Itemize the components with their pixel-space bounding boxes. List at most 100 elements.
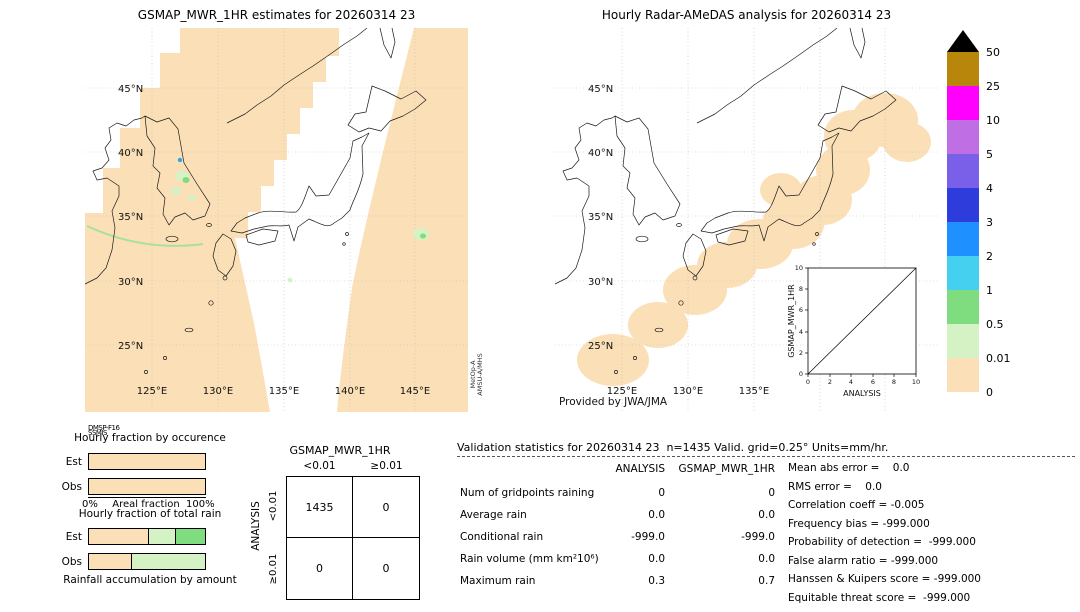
coastlines bbox=[554, 27, 897, 374]
totalrain-chart-footer: Rainfall accumulation by amount bbox=[63, 574, 237, 586]
colorbar-segment bbox=[947, 358, 979, 392]
inset-y-tick: 4 bbox=[799, 328, 803, 336]
lat-label: 40°N bbox=[118, 148, 143, 159]
bar-segment bbox=[89, 529, 149, 544]
sensor-list-overlay: DMSP-F16 SSMIS bbox=[88, 425, 120, 437]
bar-segment bbox=[174, 529, 205, 544]
contingency-cell: 1435 bbox=[287, 477, 353, 538]
bar-segment bbox=[89, 479, 205, 494]
occurrence-chart-title: Hourly fraction by occurence bbox=[74, 432, 226, 444]
metric-line: Mean abs error = 0.0 bbox=[788, 462, 910, 474]
colorbar-segment bbox=[947, 188, 979, 222]
inset-x-tick: 10 bbox=[912, 378, 920, 386]
stats-value: 0.0 bbox=[648, 553, 665, 565]
radar-rain-area bbox=[577, 93, 931, 386]
inset-y-tick: 6 bbox=[799, 306, 803, 314]
lat-label: 35°N bbox=[118, 212, 143, 223]
contingency-axis-label: ANALYSIS bbox=[250, 501, 262, 551]
stats-value: -999.0 bbox=[631, 531, 665, 543]
bar-segment bbox=[148, 529, 175, 544]
lon-label: 140°E bbox=[335, 386, 365, 397]
lon-label: 145°E bbox=[400, 386, 430, 397]
metric-line: Probability of detection = -999.000 bbox=[788, 536, 976, 548]
stats-value: 0.7 bbox=[758, 575, 775, 587]
colorbar-overflow-triangle bbox=[947, 30, 979, 52]
colorbar-segment bbox=[947, 52, 979, 86]
rain-cells bbox=[86, 157, 429, 283]
inset-x-tick: 6 bbox=[871, 378, 875, 386]
row-label-est: Est bbox=[65, 531, 82, 543]
contingency-cell: 0 bbox=[382, 562, 390, 575]
row-label-obs: Obs bbox=[61, 481, 82, 493]
lon-label: 130°E bbox=[203, 386, 233, 397]
lat-label: 35°N bbox=[588, 212, 613, 223]
left-map: 45°N 40°N 35°N 30°N 25°N 125°E 130°E 135… bbox=[84, 27, 468, 412]
lat-label: 25°N bbox=[588, 341, 613, 352]
metric-line: RMS error = 0.0 bbox=[788, 480, 882, 493]
inset-y-axis-label: GSMAP_MWR_1HR bbox=[787, 284, 796, 358]
inset-y-tick: 10 bbox=[795, 264, 803, 272]
inset-y-tick: 2 bbox=[799, 349, 803, 357]
colorbar-tick: 0 bbox=[986, 386, 993, 399]
occurrence-axis bbox=[88, 497, 206, 498]
inset-x-tick: 8 bbox=[892, 378, 896, 386]
lat-label: 25°N bbox=[118, 341, 143, 352]
inset-x-tick: 0 bbox=[806, 378, 810, 386]
totalrain-bar-est bbox=[88, 528, 206, 545]
colorbar-tick: 1 bbox=[986, 284, 993, 297]
contingency-cell: 0 bbox=[353, 477, 419, 538]
colorbar-tick: 50 bbox=[986, 46, 1000, 59]
stats-header: Validation statistics for 20260314 23 n=… bbox=[457, 441, 889, 454]
stats-value: 0 bbox=[768, 487, 775, 499]
left-map-title: GSMAP_MWR_1HR estimates for 20260314 23 bbox=[137, 8, 416, 22]
stats-value: 0 bbox=[658, 487, 665, 499]
colorbar-tick: 2 bbox=[986, 250, 993, 263]
stats-value: 0.0 bbox=[648, 509, 665, 521]
inset-y-tick: 0 bbox=[799, 370, 803, 378]
credit-text: Provided by JWA/JMA bbox=[559, 396, 668, 408]
stats-col-header-gsmap: GSMAP_MWR_1HR bbox=[678, 463, 775, 475]
inset-scatter-plot: 0 2 4 6 8 10 0 2 4 6 8 10 ANALYSIS GSMAP… bbox=[787, 264, 920, 398]
axis-min-label: 0% bbox=[82, 499, 98, 510]
bar-segment bbox=[89, 454, 205, 469]
lat-label: 45°N bbox=[588, 84, 613, 95]
right-map: 45°N 40°N 35°N 30°N 25°N 125°E 130°E 135… bbox=[554, 27, 938, 412]
right-map-title: Hourly Radar-AMeDAS analysis for 2026031… bbox=[601, 8, 892, 22]
colorbar-tick: 4 bbox=[986, 182, 993, 195]
lon-label: 135°E bbox=[739, 386, 769, 397]
lon-label: 130°E bbox=[673, 386, 703, 397]
stats-value: -999.0 bbox=[741, 531, 775, 543]
colorbar-segment bbox=[947, 256, 979, 290]
contingency-table: 1435 0 0 0 bbox=[286, 476, 420, 600]
lat-label: 30°N bbox=[118, 277, 143, 288]
colorbar-tick: 5 bbox=[986, 148, 993, 161]
stats-row-label: Conditional rain bbox=[460, 531, 544, 543]
colorbar-tick: 0.01 bbox=[986, 352, 1011, 365]
stats-value: 0.3 bbox=[648, 575, 665, 587]
metric-line: Equitable threat score = -999.000 bbox=[788, 591, 971, 604]
lon-label: 135°E bbox=[269, 386, 299, 397]
swath-gap bbox=[235, 28, 414, 412]
colorbar-segment bbox=[947, 324, 979, 358]
occurrence-bar-obs bbox=[88, 478, 206, 495]
colorbar-segment bbox=[947, 290, 979, 324]
lat-label: 30°N bbox=[588, 277, 613, 288]
contingency-row-header: ≥0.01 bbox=[268, 553, 279, 585]
stats-value: 0.0 bbox=[758, 553, 775, 565]
stats-row-label: Average rain bbox=[460, 509, 527, 521]
axis-max-label: 100% bbox=[186, 499, 215, 510]
metric-line: False alarm ratio = -999.000 bbox=[788, 554, 939, 567]
no-data-corner bbox=[85, 28, 180, 213]
bar-segment bbox=[130, 554, 205, 569]
contingency-col-header: <0.01 bbox=[303, 460, 336, 472]
colorbar-tick: 0.5 bbox=[986, 318, 1004, 331]
colorbar-segment bbox=[947, 222, 979, 256]
lon-label: 125°E bbox=[137, 386, 167, 397]
stats-row-label: Num of gridpoints raining bbox=[460, 487, 595, 499]
inset-x-tick: 2 bbox=[828, 378, 832, 386]
contingency-title: GSMAP_MWR_1HR bbox=[289, 444, 391, 457]
bar-segment bbox=[89, 554, 131, 569]
metric-line: Hanssen & Kuipers score = -999.000 bbox=[788, 573, 981, 585]
gridlines bbox=[555, 28, 938, 412]
